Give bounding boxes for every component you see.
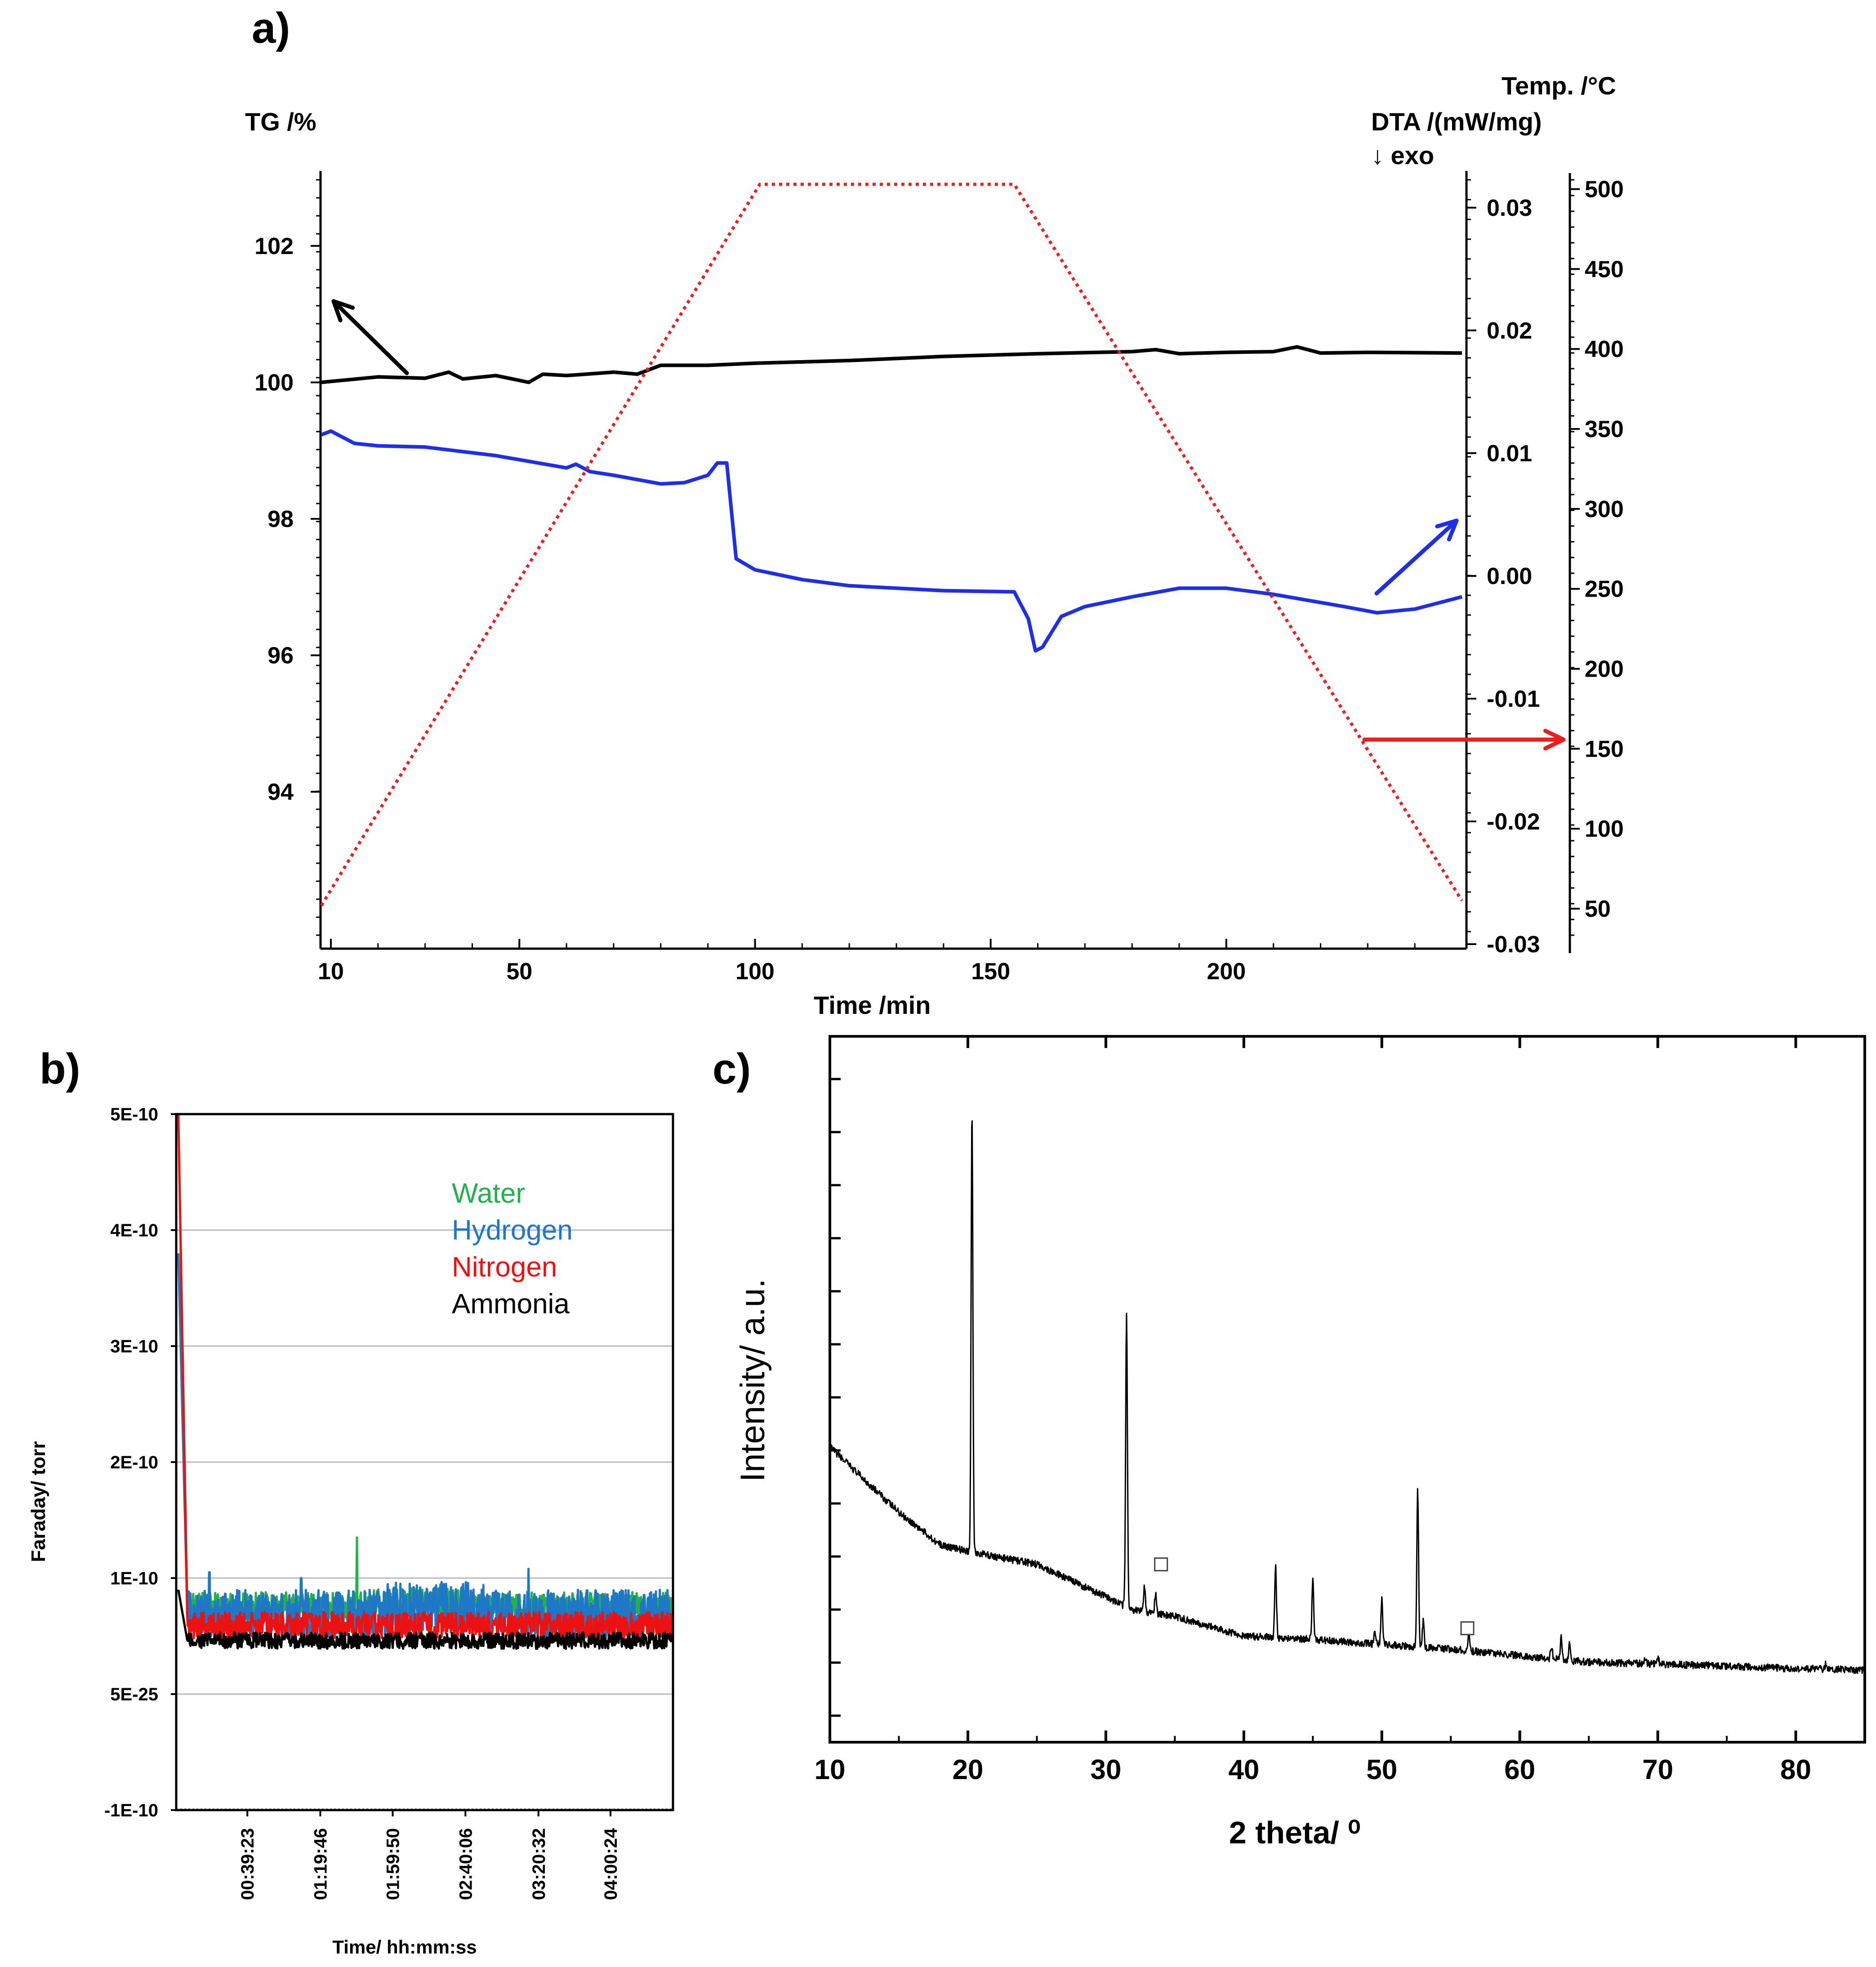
panel-a-axes [319,171,1571,953]
panel-a-series [320,183,1463,906]
b-y-tick-label: 4E-10 [110,1221,158,1240]
panel-c-series [829,1120,1865,1674]
panel-b-grid [176,1229,673,1810]
dta-tick-label: -0.02 [1487,809,1540,835]
tg-tick-label: 102 [254,233,294,259]
b-x-tick-label: 01:59:50 [383,1828,403,1900]
panel-c: c) Intensity/ a.u. 2 theta/ ⁰ 10 20 30 40 50… [713,1035,1866,1850]
tg-tick-label: 100 [254,370,294,396]
b-y-tick-label: 3E-10 [110,1337,158,1356]
time-axis-label: Time /min [814,991,931,1019]
dta-tick-label: 0.01 [1487,441,1532,467]
nitrogen-ms-signal [177,1114,674,1641]
panel-a-arrows [331,299,1566,751]
dta-series-line [321,429,1463,653]
panel-b-label: b) [40,1045,80,1093]
two-theta-axis-label: 2 theta/ ⁰ [1229,1815,1361,1850]
panel-b-series [177,1114,674,1650]
temp-axis-arrow-head [1543,728,1566,751]
xrd-pattern-line [829,1120,1865,1674]
intensity-axis-label: Intensity/ a.u. [734,1279,772,1482]
panel-c-ticks: 10 20 30 40 50 60 70 80 [815,1036,1811,1785]
panel-a-ticks: 10 50 100 150 200 94 96 98 100 102 -0.03 -0.02 -0.01… [254,177,1624,985]
panel-a-label: a) [252,4,290,52]
time-tick-label: 100 [735,959,775,985]
b-y-tick-label: 2E-10 [110,1453,158,1472]
b-x-tick-label: 00:39:23 [238,1828,258,1900]
panel-b: b) Faraday/ torr Time/ hh:mm:ss -1E-10 5E… [27,1045,674,1958]
panel-b-ticks: -1E-10 5E-25 1E-10 2E-10 3E-10 4E-10 5E-10 00:3… [104,1105,621,1900]
legend-hydrogen: Hydrogen [452,1215,573,1246]
dta-tick-label: -0.03 [1487,932,1540,958]
dta-tick-label: 0.02 [1487,318,1532,344]
legend-ammonia: Ammonia [452,1289,570,1320]
temp-tick-label: 300 [1585,496,1624,522]
tg-axis-label: TG /% [245,107,316,136]
c-x-tick-label: 50 [1366,1754,1397,1785]
dta-tick-label: 0.00 [1487,563,1532,589]
dta-axis-label: DTA /(mW/mg) [1371,107,1542,136]
tg-axis-arrow-head [331,299,355,322]
tg-series-line [321,345,1462,384]
temp-axis-label: Temp. /°C [1502,71,1616,100]
legend-water: Water [452,1178,525,1209]
tg-tick-label: 94 [267,779,294,805]
dta-tick-label: 0.03 [1487,195,1532,221]
c-x-tick-label: 30 [1090,1754,1121,1785]
ammonia-ms-signal [177,1589,674,1650]
tg-tick-label: 96 [267,642,294,669]
phase-marker-square [1460,1621,1475,1636]
temp-tick-label: 350 [1585,416,1624,442]
panel-c-markers [1154,1557,1475,1636]
tg-tick-label: 98 [267,506,294,532]
temp-tick-label: 250 [1585,576,1624,602]
hydrogen-ms-signal [177,1253,674,1642]
dta-tick-label: -0.01 [1487,686,1540,712]
temp-tick-label: 400 [1585,336,1624,362]
dta-axis-arrow-head [1435,518,1459,542]
b-y-tick-label: 5E-10 [110,1105,158,1124]
temp-tick-label: 100 [1585,816,1624,842]
temp-tick-label: 450 [1585,256,1624,282]
b-y-tick-label: -1E-10 [104,1801,158,1820]
panel-a: a) TG /% Temp. /°C DTA /(mW/mg) ↓ exo Ti… [245,4,1624,1019]
legend-nitrogen: Nitrogen [452,1252,557,1283]
dta-exo-note: ↓ exo [1371,141,1434,169]
panel-b-legend: Water Hydrogen Nitrogen Ammonia [452,1178,573,1320]
temp-series-line [320,183,1463,906]
dta-axis-arrow [1374,518,1459,596]
water-ms-signal [177,1114,674,1624]
b-x-tick-label: 04:00:24 [601,1828,621,1900]
b-x-tick-label: 03:20:32 [529,1828,549,1900]
temp-tick-label: 200 [1585,656,1624,682]
c-x-tick-label: 40 [1228,1754,1259,1785]
tg-axis-arrow [331,299,409,375]
c-x-tick-label: 80 [1780,1754,1811,1785]
phase-marker-square [1154,1557,1168,1571]
panel-c-plot-frame [829,1035,1866,1744]
temp-tick-label: 50 [1585,896,1611,922]
time-tick-label: 150 [971,959,1010,985]
panel-c-label: c) [713,1045,751,1093]
faraday-axis-label: Faraday/ torr [27,1441,49,1562]
c-x-tick-label: 20 [952,1754,983,1785]
time-tick-label: 200 [1207,959,1246,985]
time-tick-label: 50 [506,959,532,985]
c-x-tick-label: 70 [1642,1754,1673,1785]
temp-tick-label: 150 [1585,736,1624,762]
c-x-tick-label: 10 [815,1754,846,1785]
temp-tick-label: 500 [1585,177,1624,203]
b-x-tick-label: 02:40:06 [456,1828,476,1900]
b-x-tick-label: 01:19:46 [311,1828,331,1900]
b-y-tick-label: 1E-10 [110,1569,158,1588]
b-y-tick-label: 5E-25 [110,1685,158,1704]
ms-time-axis-label: Time/ hh:mm:ss [332,1936,477,1958]
time-tick-label: 10 [318,959,344,985]
c-x-tick-label: 60 [1504,1754,1535,1785]
